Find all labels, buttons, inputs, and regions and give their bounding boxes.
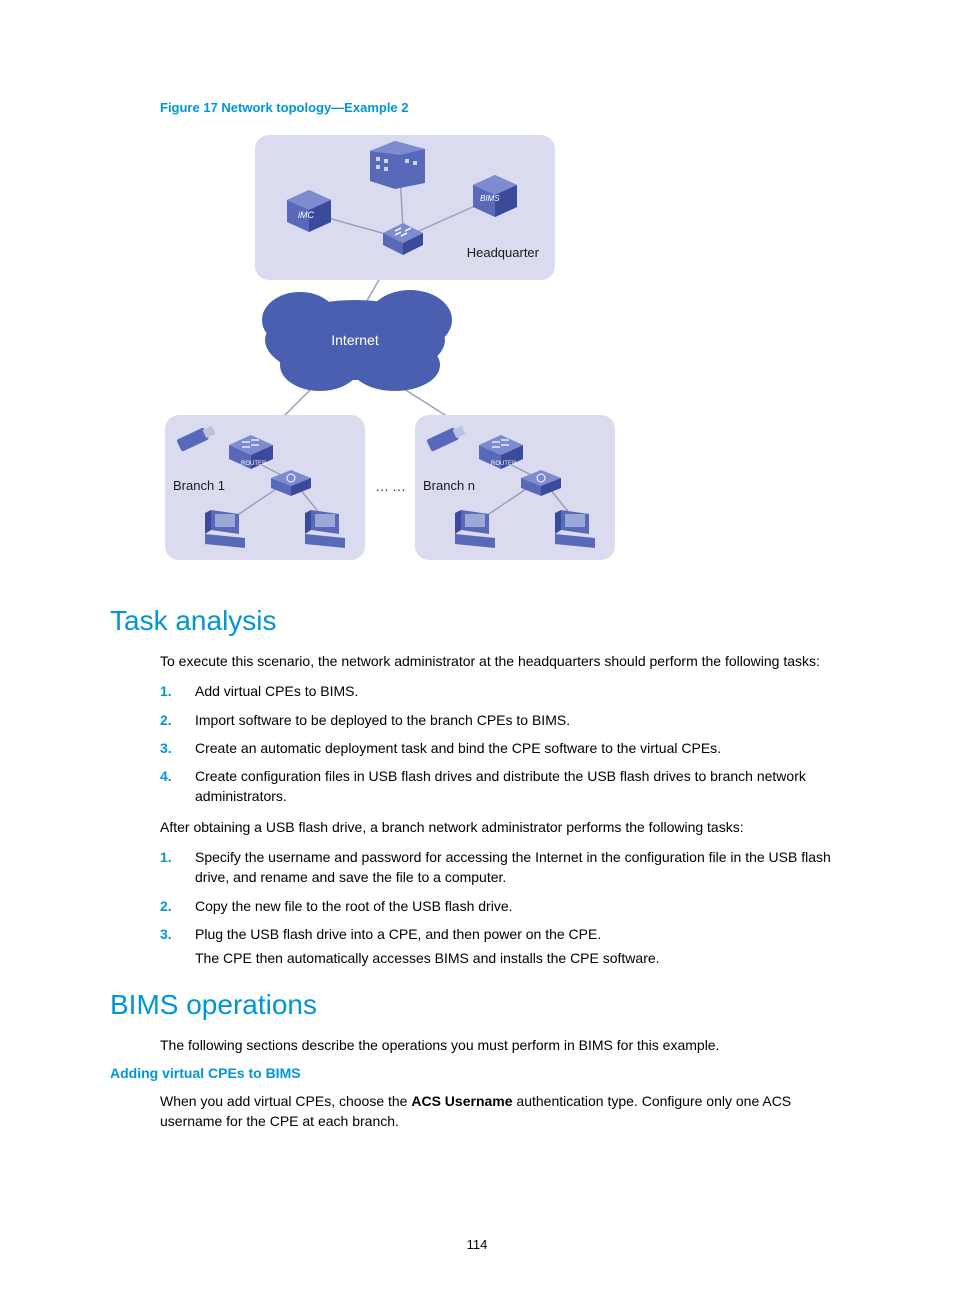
list-subtext: The CPE then automatically accesses BIMS… [195, 948, 844, 968]
task-analysis-heading: Task analysis [110, 605, 844, 637]
network-diagram: Internet i [160, 125, 620, 575]
adding-cpes-text: When you add virtual CPEs, choose the AC… [160, 1091, 844, 1132]
router-icon: ROUTER [229, 435, 273, 469]
branchn-region: ROUTER Branch n [415, 415, 615, 560]
switch-icon [271, 470, 311, 496]
page-number: 114 [0, 1237, 954, 1252]
bims-box-icon: BIMS [473, 175, 517, 217]
usb-icon [176, 424, 216, 452]
router-icon: ROUTER [479, 435, 523, 469]
list-text: Copy the new file to the root of the USB… [195, 898, 513, 914]
imc-box-icon: iMC [287, 190, 331, 232]
list-number: 2. [160, 710, 172, 730]
list-item: 4. Create configuration files in USB flas… [160, 766, 844, 807]
pc-icon [455, 510, 495, 548]
branchn-label: Branch n [423, 478, 475, 493]
list-number: 1. [160, 681, 172, 701]
bims-intro-text: The following sections describe the oper… [160, 1035, 844, 1055]
text-pre: When you add virtual CPEs, choose the [160, 1093, 411, 1109]
branch1-region: ROUTER Branch [165, 415, 365, 560]
internet-cloud: Internet [262, 290, 452, 391]
adding-cpes-subhead: Adding virtual CPEs to BIMS [110, 1065, 844, 1081]
list-number: 3. [160, 738, 172, 758]
figure-caption: Figure 17 Network topology—Example 2 [160, 100, 844, 115]
list-text: Import software to be deployed to the br… [195, 712, 570, 728]
hq-label: Headquarter [467, 245, 539, 260]
task-mid-text: After obtaining a USB flash drive, a bra… [160, 817, 844, 837]
pc-icon [555, 510, 595, 548]
imc-label: iMC [298, 210, 314, 220]
branch1-label: Branch 1 [173, 478, 225, 493]
list-text: Add virtual CPEs to BIMS. [195, 683, 358, 699]
buildings-icon [370, 141, 425, 189]
task-list-1: 1. Add virtual CPEs to BIMS. 2. Import sof… [160, 681, 844, 806]
hq-region: iMC BIMS Headquarter [255, 135, 555, 280]
list-item: 2. Copy the new file to the root of the U… [160, 896, 844, 916]
list-number: 4. [160, 766, 172, 786]
pc-icon [205, 510, 245, 548]
pc-icon [305, 510, 345, 548]
usb-icon [426, 424, 466, 452]
list-item: 1. Specify the username and password for … [160, 847, 844, 888]
svg-text:ROUTER: ROUTER [491, 461, 517, 467]
svg-text:ROUTER: ROUTER [241, 461, 267, 467]
list-item: 2. Import software to be deployed to the … [160, 710, 844, 730]
list-number: 3. [160, 924, 172, 944]
ellipsis-dots: …… [375, 478, 409, 494]
list-item: 1. Add virtual CPEs to BIMS. [160, 681, 844, 701]
bims-label: BIMS [480, 194, 500, 203]
list-number: 2. [160, 896, 172, 916]
bims-operations-heading: BIMS operations [110, 989, 844, 1021]
list-text: Specify the username and password for ac… [195, 849, 831, 885]
text-bold: ACS Username [411, 1093, 512, 1109]
list-text: Create configuration files in USB flash … [195, 768, 806, 804]
switch-icon [521, 470, 561, 496]
list-text: Plug the USB flash drive into a CPE, and… [195, 926, 601, 942]
list-text: Create an automatic deployment task and … [195, 740, 721, 756]
router-icon [383, 223, 423, 255]
task-list-2: 1. Specify the username and password for … [160, 847, 844, 968]
list-number: 1. [160, 847, 172, 867]
list-item: 3. Create an automatic deployment task an… [160, 738, 844, 758]
internet-label: Internet [331, 332, 379, 348]
task-intro-text: To execute this scenario, the network ad… [160, 651, 844, 671]
list-item: 3. Plug the USB flash drive into a CPE, a… [160, 924, 844, 969]
